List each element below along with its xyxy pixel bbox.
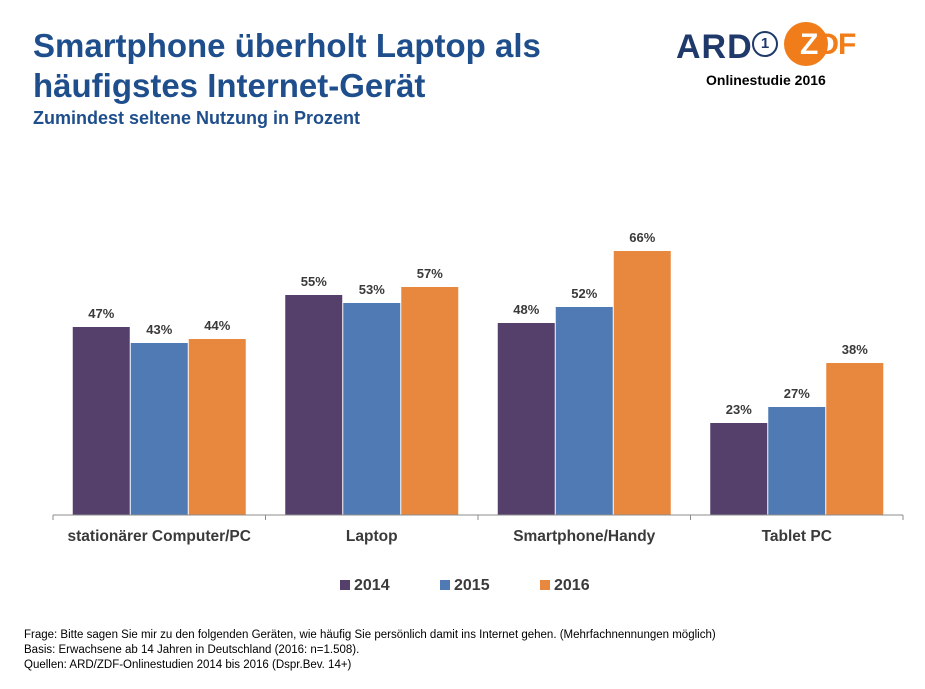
data-label: 23% bbox=[726, 402, 752, 417]
legend-swatch-2014 bbox=[340, 580, 350, 590]
bar-2016-1 bbox=[401, 287, 459, 515]
chart-subtitle: Zumindest seltene Nutzung in Prozent bbox=[33, 108, 361, 128]
legend-label-2014: 2014 bbox=[354, 577, 390, 594]
chart-title: Smartphone überholt Laptop als häufigste… bbox=[33, 26, 633, 106]
bar-2016-3 bbox=[826, 363, 884, 515]
data-label: 43% bbox=[146, 322, 172, 337]
footnote-base: Basis: Erwachsene ab 14 Jahren in Deutsc… bbox=[24, 644, 360, 656]
zdf-logo: ZDF bbox=[784, 22, 860, 66]
data-label: 55% bbox=[301, 274, 327, 289]
bar-chart: 47% 43% 44% stationärer Computer/PC 55% 53% 57… bbox=[52, 230, 904, 594]
bar-2015-2 bbox=[555, 307, 613, 515]
x-tick-label: Smartphone/Handy bbox=[513, 528, 655, 545]
zdf-circle-icon bbox=[784, 22, 828, 66]
bar-2016-2 bbox=[613, 251, 671, 515]
study-label: Onlinestudie 2016 bbox=[706, 72, 826, 88]
bar-2015-1 bbox=[343, 303, 401, 515]
x-tick-label: stationärer Computer/PC bbox=[68, 528, 251, 545]
data-label: 38% bbox=[842, 342, 868, 357]
bar-2015-0 bbox=[130, 343, 188, 515]
bar-2014-1 bbox=[285, 295, 343, 515]
footnote-sources: Quellen: ARD/ZDF-Onlinestudien 2014 bis … bbox=[24, 659, 352, 671]
bar-2016-0 bbox=[188, 339, 246, 515]
legend-swatch-2015 bbox=[440, 580, 450, 590]
data-label: 47% bbox=[88, 306, 114, 321]
data-label: 44% bbox=[204, 318, 230, 333]
legend-label-2015: 2015 bbox=[454, 577, 490, 594]
data-label: 66% bbox=[629, 230, 655, 245]
ard-zdf-logo: ARD 1 ZDF Onlinestudie 2016 bbox=[672, 22, 872, 92]
data-label: 52% bbox=[571, 286, 597, 301]
data-label: 57% bbox=[417, 266, 443, 281]
bar-2014-0 bbox=[72, 327, 130, 515]
data-label: 27% bbox=[784, 386, 810, 401]
data-label: 53% bbox=[359, 282, 385, 297]
footnote-question: Frage: Bitte sagen Sie mir zu den folgen… bbox=[24, 629, 716, 641]
footnotes: Frage: Bitte sagen Sie mir zu den folgen… bbox=[24, 628, 716, 673]
data-label: 48% bbox=[513, 302, 539, 317]
bar-2015-3 bbox=[768, 407, 826, 515]
legend-label-2016: 2016 bbox=[554, 577, 590, 594]
x-tick-label: Laptop bbox=[346, 528, 398, 545]
title-line-1: Smartphone überholt Laptop als bbox=[33, 27, 541, 64]
title-line-2: häufigstes Internet-Gerät bbox=[33, 67, 426, 104]
zdf-logo-text: ZDF bbox=[800, 28, 856, 61]
bar-2014-2 bbox=[497, 323, 555, 515]
ard-one-icon: 1 bbox=[752, 31, 778, 57]
legend-swatch-2016 bbox=[540, 580, 550, 590]
bar-2014-3 bbox=[710, 423, 768, 515]
x-tick-label: Tablet PC bbox=[762, 528, 832, 545]
ard-logo-text: ARD bbox=[676, 28, 753, 66]
